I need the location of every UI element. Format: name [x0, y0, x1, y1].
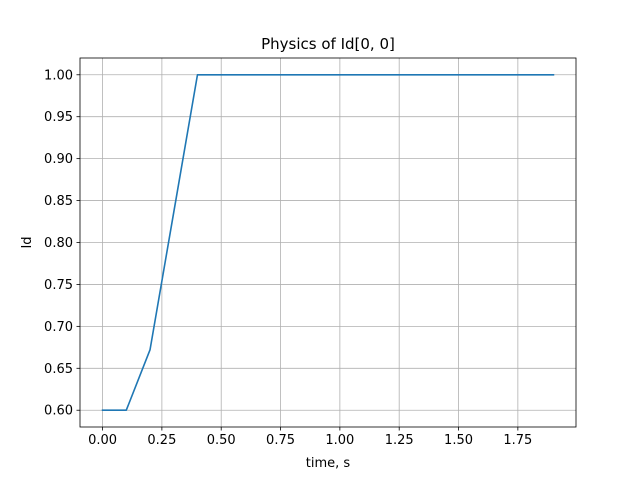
- y-tick-label: 0.80: [44, 236, 73, 251]
- chart-title: Physics of Id[0, 0]: [261, 35, 395, 53]
- y-tick-label: 0.95: [44, 110, 73, 125]
- y-tick-label: 0.60: [44, 404, 73, 419]
- ticks: 0.00 0.25 0.50 0.75 1.00 1.25 1.50 1.75 0.60 0.65…: [44, 68, 532, 448]
- x-tick-label: 1.75: [503, 433, 532, 448]
- x-axis-label: time, s: [306, 456, 351, 471]
- series-line: [101, 73, 555, 412]
- y-tick-label: 0.75: [44, 278, 73, 293]
- x-tick-label: 0.00: [88, 433, 117, 448]
- y-tick-label: 0.90: [44, 152, 73, 167]
- y-tick-label: 0.70: [44, 320, 73, 335]
- x-tick-label: 0.50: [207, 433, 236, 448]
- y-tick-label: 0.85: [44, 194, 73, 209]
- x-tick-label: 1.00: [325, 433, 354, 448]
- series-layer: [101, 73, 555, 412]
- x-tick-label: 0.25: [147, 433, 176, 448]
- x-tick-label: 1.50: [444, 433, 473, 448]
- x-tick-label: 0.75: [266, 433, 295, 448]
- x-tick-label: 1.25: [385, 433, 414, 448]
- y-axis-label: Id: [20, 236, 35, 248]
- y-tick-label: 0.65: [44, 362, 73, 377]
- y-tick-label: 1.00: [44, 68, 73, 83]
